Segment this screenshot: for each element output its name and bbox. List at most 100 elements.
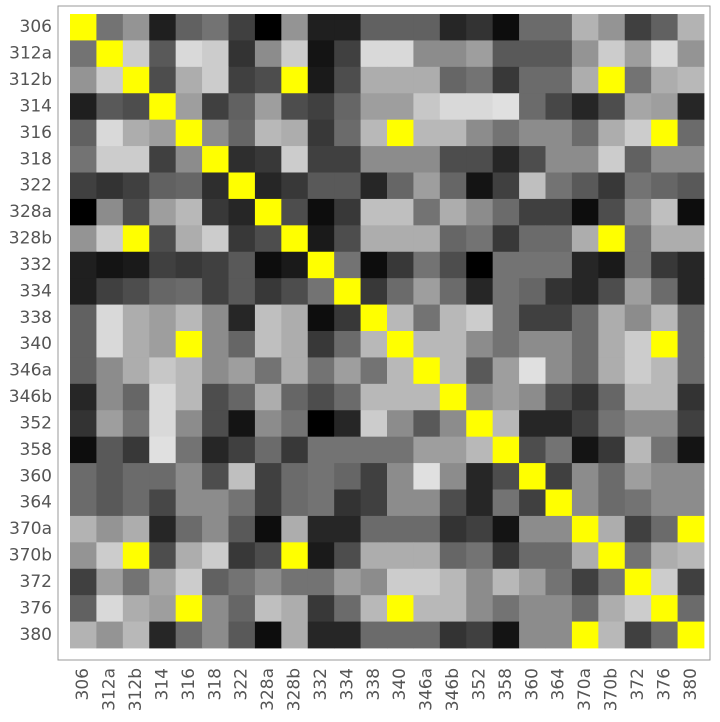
heatmap-cell bbox=[70, 119, 97, 147]
heatmap-cell bbox=[571, 40, 599, 68]
heatmap-cell bbox=[149, 463, 177, 490]
heatmap-cell bbox=[571, 93, 599, 121]
x-tick-label: 370a bbox=[575, 668, 595, 711]
heatmap-cell bbox=[624, 146, 652, 173]
heatmap-cell bbox=[545, 251, 573, 279]
heatmap-cell bbox=[360, 357, 388, 385]
heatmap-cell bbox=[281, 621, 309, 649]
heatmap-cell bbox=[122, 542, 150, 570]
heatmap-cell bbox=[334, 595, 361, 622]
heatmap-cell bbox=[519, 93, 546, 121]
heatmap-cell bbox=[651, 331, 678, 358]
heatmap-cell bbox=[624, 463, 652, 490]
heatmap-cell bbox=[413, 93, 441, 121]
y-tick-label: 370b bbox=[9, 546, 52, 566]
y-tick-label: 312a bbox=[9, 44, 52, 64]
heatmap-cell bbox=[466, 172, 494, 200]
heatmap-cell bbox=[651, 225, 678, 253]
heatmap-cell bbox=[202, 357, 229, 385]
y-tick-label: 328a bbox=[9, 202, 52, 222]
heatmap-cell bbox=[122, 357, 150, 385]
heatmap-cell bbox=[387, 621, 414, 649]
heatmap-cell bbox=[334, 66, 361, 94]
heatmap-cell bbox=[598, 93, 626, 121]
heatmap-cell bbox=[149, 621, 177, 649]
heatmap-cell bbox=[149, 489, 177, 517]
heatmap-cell bbox=[624, 621, 652, 649]
heatmap-cell bbox=[571, 146, 599, 173]
x-tick-label: 314 bbox=[152, 668, 172, 700]
heatmap-cell bbox=[545, 172, 573, 200]
heatmap-cell bbox=[519, 40, 546, 68]
heatmap-cell bbox=[413, 357, 441, 385]
heatmap-cell bbox=[228, 198, 256, 226]
heatmap-cell bbox=[149, 172, 177, 200]
heatmap-cell bbox=[545, 463, 573, 490]
heatmap-cell bbox=[70, 621, 97, 649]
heatmap-cell bbox=[202, 40, 229, 68]
heatmap-cell bbox=[281, 198, 309, 226]
heatmap-cell bbox=[571, 357, 599, 385]
heatmap-cell bbox=[598, 436, 626, 464]
heatmap-cell bbox=[281, 383, 309, 411]
heatmap-cell bbox=[281, 225, 309, 253]
heatmap-cell bbox=[466, 595, 494, 622]
heatmap-cell bbox=[122, 278, 150, 305]
x-tick-label: 370b bbox=[602, 668, 622, 711]
heatmap-cell bbox=[387, 463, 414, 490]
heatmap-cell bbox=[466, 119, 494, 147]
y-tick-label: 376 bbox=[20, 598, 52, 618]
heatmap-cell bbox=[624, 410, 652, 438]
heatmap-cell bbox=[281, 595, 309, 622]
heatmap-cell bbox=[519, 568, 546, 596]
heatmap-cell bbox=[545, 146, 573, 173]
heatmap-cell bbox=[598, 489, 626, 517]
heatmap-cell bbox=[492, 146, 520, 173]
heatmap-cell bbox=[492, 383, 520, 411]
heatmap-cell bbox=[387, 515, 414, 543]
heatmap-cell bbox=[466, 198, 494, 226]
heatmap-cell bbox=[571, 14, 599, 41]
y-tick-label: 318 bbox=[20, 149, 52, 169]
heatmap-cell bbox=[96, 14, 124, 41]
heatmap-cell bbox=[571, 172, 599, 200]
heatmap-cell bbox=[307, 410, 335, 438]
heatmap-cell bbox=[149, 542, 177, 570]
heatmap-cell bbox=[307, 40, 335, 68]
heatmap-cell bbox=[677, 357, 705, 385]
x-tick-label: 346b bbox=[443, 668, 463, 711]
heatmap-cell bbox=[202, 489, 229, 517]
heatmap-cell bbox=[413, 383, 441, 411]
heatmap-cell bbox=[598, 225, 626, 253]
heatmap-cell bbox=[519, 515, 546, 543]
heatmap-cell bbox=[466, 463, 494, 490]
heatmap-cell bbox=[307, 436, 335, 464]
x-tick-label: 328b bbox=[285, 668, 305, 711]
heatmap-cell bbox=[254, 225, 282, 253]
heatmap-cell bbox=[149, 146, 177, 173]
heatmap-cell bbox=[624, 251, 652, 279]
heatmap-cell bbox=[624, 595, 652, 622]
heatmap-cell bbox=[492, 14, 520, 41]
heatmap-cell bbox=[545, 410, 573, 438]
y-tick-label: 346a bbox=[9, 361, 52, 381]
heatmap-cell bbox=[307, 251, 335, 279]
heatmap-cell bbox=[492, 410, 520, 438]
heatmap-cell bbox=[96, 331, 124, 358]
heatmap-cell bbox=[281, 515, 309, 543]
heatmap-cell bbox=[360, 410, 388, 438]
heatmap-cell bbox=[519, 146, 546, 173]
heatmap-cell bbox=[175, 251, 203, 279]
heatmap-cell bbox=[228, 278, 256, 305]
heatmap-cell bbox=[360, 568, 388, 596]
heatmap-cell bbox=[360, 66, 388, 94]
heatmap-cell bbox=[492, 331, 520, 358]
heatmap-cell bbox=[677, 278, 705, 305]
heatmap-cell bbox=[651, 542, 678, 570]
heatmap-cell bbox=[307, 463, 335, 490]
heatmap-cell bbox=[677, 463, 705, 490]
heatmap-cell bbox=[202, 93, 229, 121]
heatmap-cell bbox=[413, 595, 441, 622]
heatmap-cell bbox=[677, 172, 705, 200]
